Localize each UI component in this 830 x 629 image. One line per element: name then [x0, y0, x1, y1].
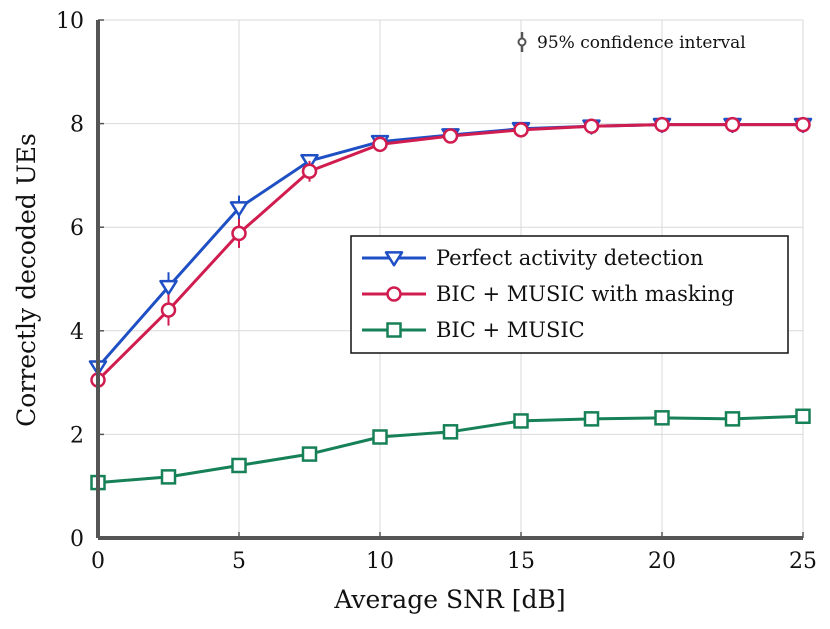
- data-point: [301, 163, 318, 180]
- data-point: [442, 424, 459, 440]
- x-tick-label: 5: [232, 549, 246, 574]
- data-point: [372, 136, 388, 153]
- data-point: [654, 410, 670, 426]
- legend: Perfect activity detection BIC + MUSIC wi…: [350, 235, 789, 354]
- y-axis-title: Correctly decoded UEs: [12, 133, 41, 427]
- x-tick-label: 20: [648, 549, 676, 574]
- data-point: [724, 411, 741, 427]
- ci-annotation-marker: [517, 37, 527, 47]
- x-tick-label: 10: [366, 549, 394, 574]
- data-point: [583, 118, 600, 134]
- legend-marker: [386, 322, 402, 338]
- data-point: [160, 302, 177, 318]
- y-tick-label: 0: [70, 527, 84, 552]
- x-tick-label: 25: [789, 549, 817, 574]
- data-point: [231, 225, 247, 242]
- tick-labels: 0 5 10 15 20 25 0 2 4 6 8 10: [56, 9, 817, 574]
- legend-marker: [384, 251, 404, 267]
- legend-label: Perfect activity detection: [436, 246, 704, 270]
- data-point: [513, 122, 529, 138]
- y-tick-label: 8: [70, 113, 84, 138]
- legend-entry: BIC + MUSIC with masking: [362, 282, 734, 306]
- data-point: [301, 446, 318, 462]
- data-point: [795, 116, 811, 133]
- x-tick-label: 15: [507, 549, 535, 574]
- legend-entry: Perfect activity detection: [362, 246, 704, 270]
- data-point: [160, 469, 177, 485]
- y-tick-label: 2: [70, 423, 84, 448]
- data-point: [442, 128, 459, 144]
- y-tick-label: 6: [70, 216, 84, 241]
- y-tick-label: 4: [70, 320, 84, 345]
- data-point: [724, 116, 741, 133]
- series-bic-music: [90, 408, 811, 491]
- legend-label: BIC + MUSIC with masking: [436, 282, 734, 306]
- legend-entry: BIC + MUSIC: [362, 318, 585, 342]
- data-point: [159, 279, 178, 296]
- data-point: [654, 116, 670, 133]
- data-point: [513, 413, 529, 429]
- data-point: [231, 457, 247, 474]
- x-tick-label: 0: [91, 549, 105, 574]
- data-point: [795, 408, 811, 425]
- data-point: [229, 201, 249, 217]
- y-tick-label: 10: [56, 9, 84, 34]
- data-point: [372, 429, 388, 445]
- axes: [96, 19, 804, 540]
- legend-marker: [386, 286, 402, 302]
- x-axis-title: Average SNR [dB]: [333, 585, 565, 614]
- legend-label: BIC + MUSIC: [436, 318, 585, 342]
- ci-annotation-text: 95% confidence interval: [537, 33, 746, 53]
- ci-annotation: 95% confidence interval: [517, 32, 746, 53]
- data-point: [583, 411, 600, 427]
